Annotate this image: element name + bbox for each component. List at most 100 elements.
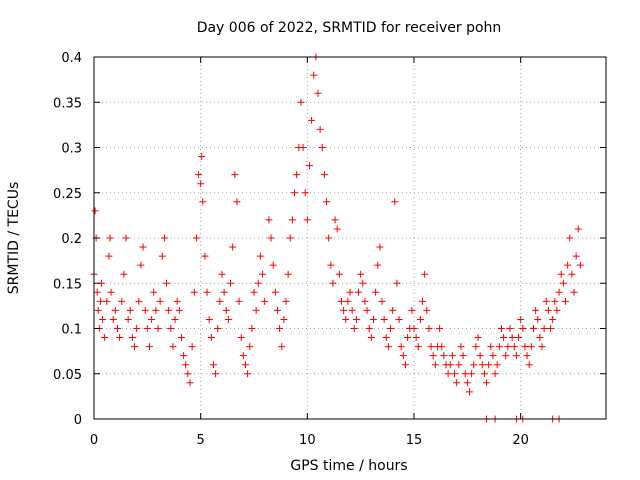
- data-point: [404, 334, 412, 342]
- data-point: [254, 279, 262, 287]
- y-axis-label: SRMTID / TECUs: [6, 182, 22, 295]
- data-point: [380, 315, 388, 323]
- data-point: [137, 261, 145, 269]
- data-point: [387, 325, 395, 332]
- data-point: [440, 352, 448, 360]
- data-point: [165, 306, 173, 314]
- data-point: [500, 334, 508, 342]
- x-tick-label: 0: [90, 433, 98, 448]
- data-point: [116, 334, 124, 342]
- data-point: [163, 279, 171, 287]
- data-point: [355, 288, 363, 296]
- y-tick-label: 0.2: [61, 232, 82, 247]
- data-point: [568, 270, 576, 278]
- data-point: [205, 315, 213, 323]
- data-point: [231, 171, 239, 179]
- data-point: [384, 343, 392, 351]
- data-point: [401, 361, 409, 369]
- data-point: [126, 306, 134, 314]
- data-point: [280, 315, 288, 323]
- data-point: [478, 361, 486, 369]
- data-point: [363, 306, 371, 314]
- data-point: [448, 352, 456, 360]
- data-point: [169, 343, 177, 351]
- data-point: [233, 198, 241, 206]
- data-point: [506, 325, 514, 332]
- data-point: [359, 279, 367, 287]
- data-point: [152, 306, 160, 314]
- data-point: [472, 343, 480, 351]
- data-point: [113, 325, 121, 332]
- data-point: [148, 315, 156, 323]
- data-point: [495, 343, 503, 351]
- data-point: [532, 306, 540, 314]
- data-point: [227, 279, 235, 287]
- data-point: [124, 315, 132, 323]
- data-point: [154, 325, 162, 332]
- data-point: [376, 243, 384, 251]
- data-point: [222, 306, 230, 314]
- data-point: [431, 361, 439, 369]
- y-tick-label: 0.3: [61, 142, 82, 157]
- x-tick-label: 15: [406, 433, 423, 448]
- data-point: [284, 270, 292, 278]
- data-point: [553, 306, 561, 314]
- data-point: [180, 352, 188, 360]
- data-point: [544, 306, 552, 314]
- data-point: [250, 288, 258, 296]
- points-layer: [90, 53, 584, 423]
- data-point: [184, 370, 192, 378]
- data-point: [320, 171, 328, 179]
- data-point: [459, 352, 467, 360]
- data-point: [207, 334, 215, 342]
- data-point: [120, 270, 128, 278]
- data-point: [186, 379, 194, 387]
- data-point: [276, 325, 284, 332]
- data-point: [93, 288, 101, 296]
- data-point: [574, 225, 582, 233]
- data-point: [143, 325, 151, 332]
- data-point: [103, 297, 111, 305]
- data-point: [436, 325, 444, 332]
- x-tick-label: 5: [197, 433, 205, 448]
- data-point: [314, 89, 322, 97]
- data-point: [267, 234, 275, 242]
- data-point: [195, 171, 203, 179]
- data-point: [91, 207, 99, 215]
- data-point: [101, 334, 109, 342]
- data-point: [570, 288, 578, 296]
- data-point: [480, 370, 488, 378]
- data-point: [177, 334, 185, 342]
- data-point: [256, 252, 264, 260]
- data-point: [301, 189, 309, 197]
- data-point: [453, 379, 461, 387]
- y-tick-label: 0.25: [53, 187, 82, 202]
- y-tick-label: 0.35: [53, 96, 82, 111]
- data-point: [224, 315, 232, 323]
- data-point: [549, 315, 557, 323]
- data-point: [419, 297, 427, 305]
- data-point: [239, 352, 247, 360]
- data-point: [346, 288, 354, 296]
- data-point: [156, 297, 164, 305]
- grid: [94, 57, 606, 419]
- data-point: [241, 361, 249, 369]
- data-point: [566, 234, 574, 242]
- data-point: [340, 306, 348, 314]
- data-point: [107, 288, 115, 296]
- data-point: [145, 343, 153, 351]
- data-point: [133, 325, 141, 332]
- chart-title: Day 006 of 2022, SRMTID for receiver poh…: [197, 20, 502, 36]
- data-point: [299, 144, 307, 151]
- data-point: [389, 306, 397, 314]
- data-point: [293, 171, 301, 179]
- data-point: [367, 334, 375, 342]
- data-point: [572, 252, 580, 260]
- data-point: [393, 279, 401, 287]
- data-point: [201, 252, 209, 260]
- data-point: [491, 370, 499, 378]
- data-point: [203, 288, 211, 296]
- data-point: [504, 343, 512, 351]
- data-point: [141, 306, 149, 314]
- data-point: [182, 361, 190, 369]
